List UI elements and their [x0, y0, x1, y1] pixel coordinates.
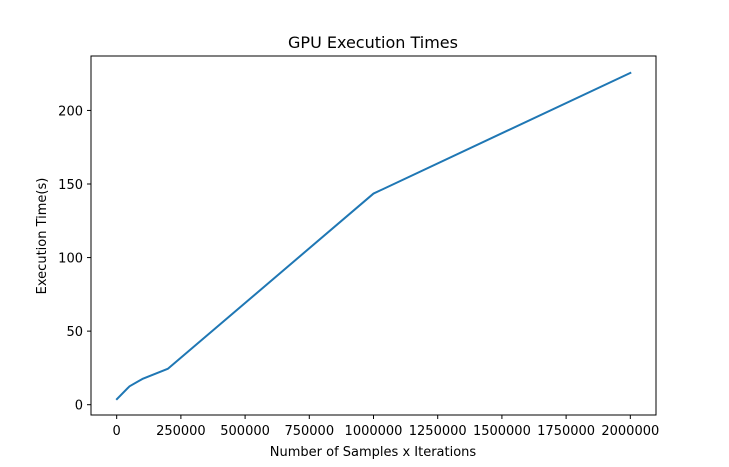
x-tick-label: 2000000	[601, 424, 659, 439]
x-tick-label: 1000000	[345, 424, 403, 439]
x-axis: 0 250000 500000 750000 1000000 1250000 1500000…	[113, 415, 659, 439]
y-tick-label: 200	[58, 104, 83, 119]
x-tick-label: 750000	[284, 424, 334, 439]
x-tick-label: 1750000	[537, 424, 595, 439]
y-axis: 0 50 100 150 200	[58, 104, 91, 414]
series-line-0	[115, 71, 632, 401]
series-layer	[115, 71, 632, 401]
x-axis-label: Number of Samples x Iterations	[270, 445, 477, 460]
y-tick-label: 150	[58, 178, 83, 193]
chart-title: GPU Execution Times	[288, 33, 458, 52]
x-tick-label: 500000	[220, 424, 270, 439]
y-tick-label: 50	[66, 325, 83, 340]
x-tick-label: 250000	[156, 424, 206, 439]
x-tick-label: 1250000	[409, 424, 467, 439]
x-tick-label: 1500000	[473, 424, 531, 439]
y-tick-label: 100	[58, 252, 83, 267]
x-tick-label: 0	[113, 424, 121, 439]
y-tick-label: 0	[75, 399, 83, 414]
y-axis-label: Execution Time(s)	[35, 178, 50, 295]
